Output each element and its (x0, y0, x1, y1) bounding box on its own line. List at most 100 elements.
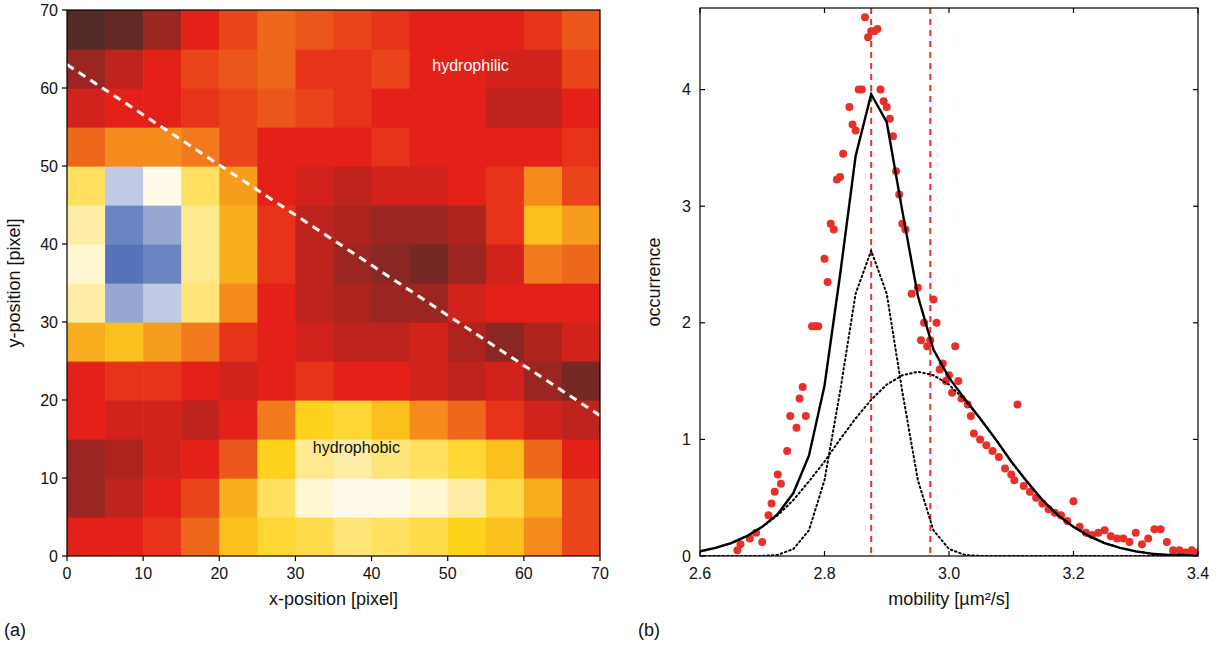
reference-line (870, 8, 872, 556)
heat-cell (257, 322, 296, 362)
heat-cell (257, 478, 296, 518)
heat-cell (410, 205, 449, 245)
heat-cell (334, 10, 373, 50)
y-tick (700, 89, 705, 90)
y-tick (700, 439, 705, 440)
data-point (1132, 529, 1140, 537)
annotation: hydrophobic (313, 439, 400, 456)
heat-cell (143, 127, 182, 167)
heat-cell (67, 517, 106, 556)
x-tick (948, 551, 949, 556)
heat-cell (219, 88, 258, 128)
y-tick (1193, 89, 1198, 90)
heat-cell (410, 244, 449, 284)
data-point (839, 150, 847, 158)
heat-cell (372, 166, 411, 206)
heat-cell (257, 49, 296, 89)
heat-cell (257, 517, 296, 556)
heat-cell (105, 10, 144, 50)
heat-cell (562, 283, 600, 323)
data-point (774, 470, 782, 478)
y-axis-title: y-position [pixel] (4, 218, 24, 347)
heat-cell (486, 205, 525, 245)
data-point (877, 86, 885, 94)
y-tick (700, 555, 705, 556)
x-tick (824, 551, 825, 556)
heat-cell (181, 283, 220, 323)
heat-cell (143, 166, 182, 206)
data-point (1126, 538, 1134, 546)
heat-cell (486, 127, 525, 167)
heat-cell (410, 439, 449, 479)
x-tick-label: 50 (439, 565, 457, 582)
panel-label: (b) (638, 620, 660, 640)
data-point (836, 173, 844, 181)
heat-cell (219, 283, 258, 323)
heat-cell (372, 244, 411, 284)
heat-cell (181, 361, 220, 401)
y-tick (700, 322, 705, 323)
x-tick-label: 2.6 (689, 565, 711, 582)
y-tick (1193, 322, 1198, 323)
heat-cell (486, 244, 525, 284)
component-curve (700, 251, 1198, 556)
heat-cell (410, 322, 449, 362)
y-tick-label: 30 (40, 314, 58, 331)
heat-cell (562, 361, 600, 401)
heat-cell (143, 322, 182, 362)
heat-cell (562, 439, 600, 479)
x-tick (1073, 8, 1074, 13)
heat-cell (67, 322, 106, 362)
heat-cell (67, 439, 106, 479)
data-point (802, 412, 810, 420)
heat-cell (334, 127, 373, 167)
heat-cell (295, 166, 334, 206)
x-tick (1197, 551, 1198, 556)
heat-cell (562, 127, 600, 167)
x-tick (1073, 551, 1074, 556)
data-point (821, 255, 829, 263)
heat-cell (524, 439, 563, 479)
heat-cell (486, 10, 525, 50)
panel-label: (a) (4, 620, 26, 640)
heat-cell (486, 283, 525, 323)
heat-cell (257, 10, 296, 50)
heat-cell (524, 283, 563, 323)
heat-cell (67, 10, 106, 50)
heat-cell (67, 361, 106, 401)
plot-area (700, 8, 1198, 556)
y-tick-label: 20 (40, 392, 58, 409)
heat-cell (524, 400, 563, 440)
heat-cell (219, 361, 258, 401)
x-tick (699, 551, 700, 556)
heat-cell (219, 244, 258, 284)
heat-cell (295, 10, 334, 50)
heat-cell (372, 400, 411, 440)
data-point (995, 453, 1003, 461)
data-point (796, 395, 804, 403)
y-tick (1193, 555, 1198, 556)
data-point (951, 342, 959, 350)
y-tick-label: 50 (40, 158, 58, 175)
data-point (908, 290, 916, 298)
heat-cell (410, 478, 449, 518)
heat-cell (143, 361, 182, 401)
heat-cell (295, 478, 334, 518)
y-tick-label: 3 (682, 198, 691, 215)
heat-cell (67, 88, 106, 128)
heat-cell (219, 205, 258, 245)
data-point (771, 488, 779, 496)
heat-cell (143, 400, 182, 440)
heat-cell (448, 244, 487, 284)
heat-cell (524, 166, 563, 206)
heat-cell (257, 439, 296, 479)
heat-cell (372, 283, 411, 323)
heat-cell (410, 400, 449, 440)
heat-cell (486, 88, 525, 128)
x-tick (447, 556, 448, 561)
x-tick-label: 60 (515, 565, 533, 582)
heat-cell (486, 517, 525, 556)
heat-cell (105, 166, 144, 206)
heat-cell (181, 88, 220, 128)
heat-cell (257, 400, 296, 440)
